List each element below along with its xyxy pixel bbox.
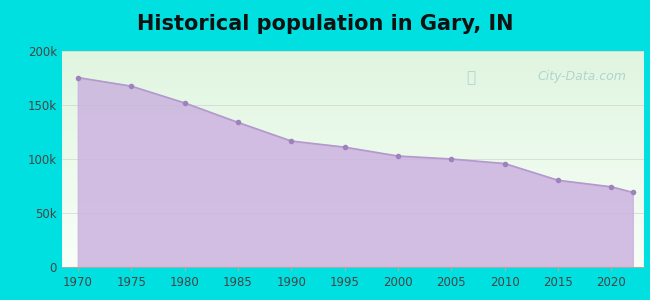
Text: City-Data.com: City-Data.com [537,70,626,83]
Text: ⌕: ⌕ [466,70,475,86]
Text: Historical population in Gary, IN: Historical population in Gary, IN [136,14,514,34]
